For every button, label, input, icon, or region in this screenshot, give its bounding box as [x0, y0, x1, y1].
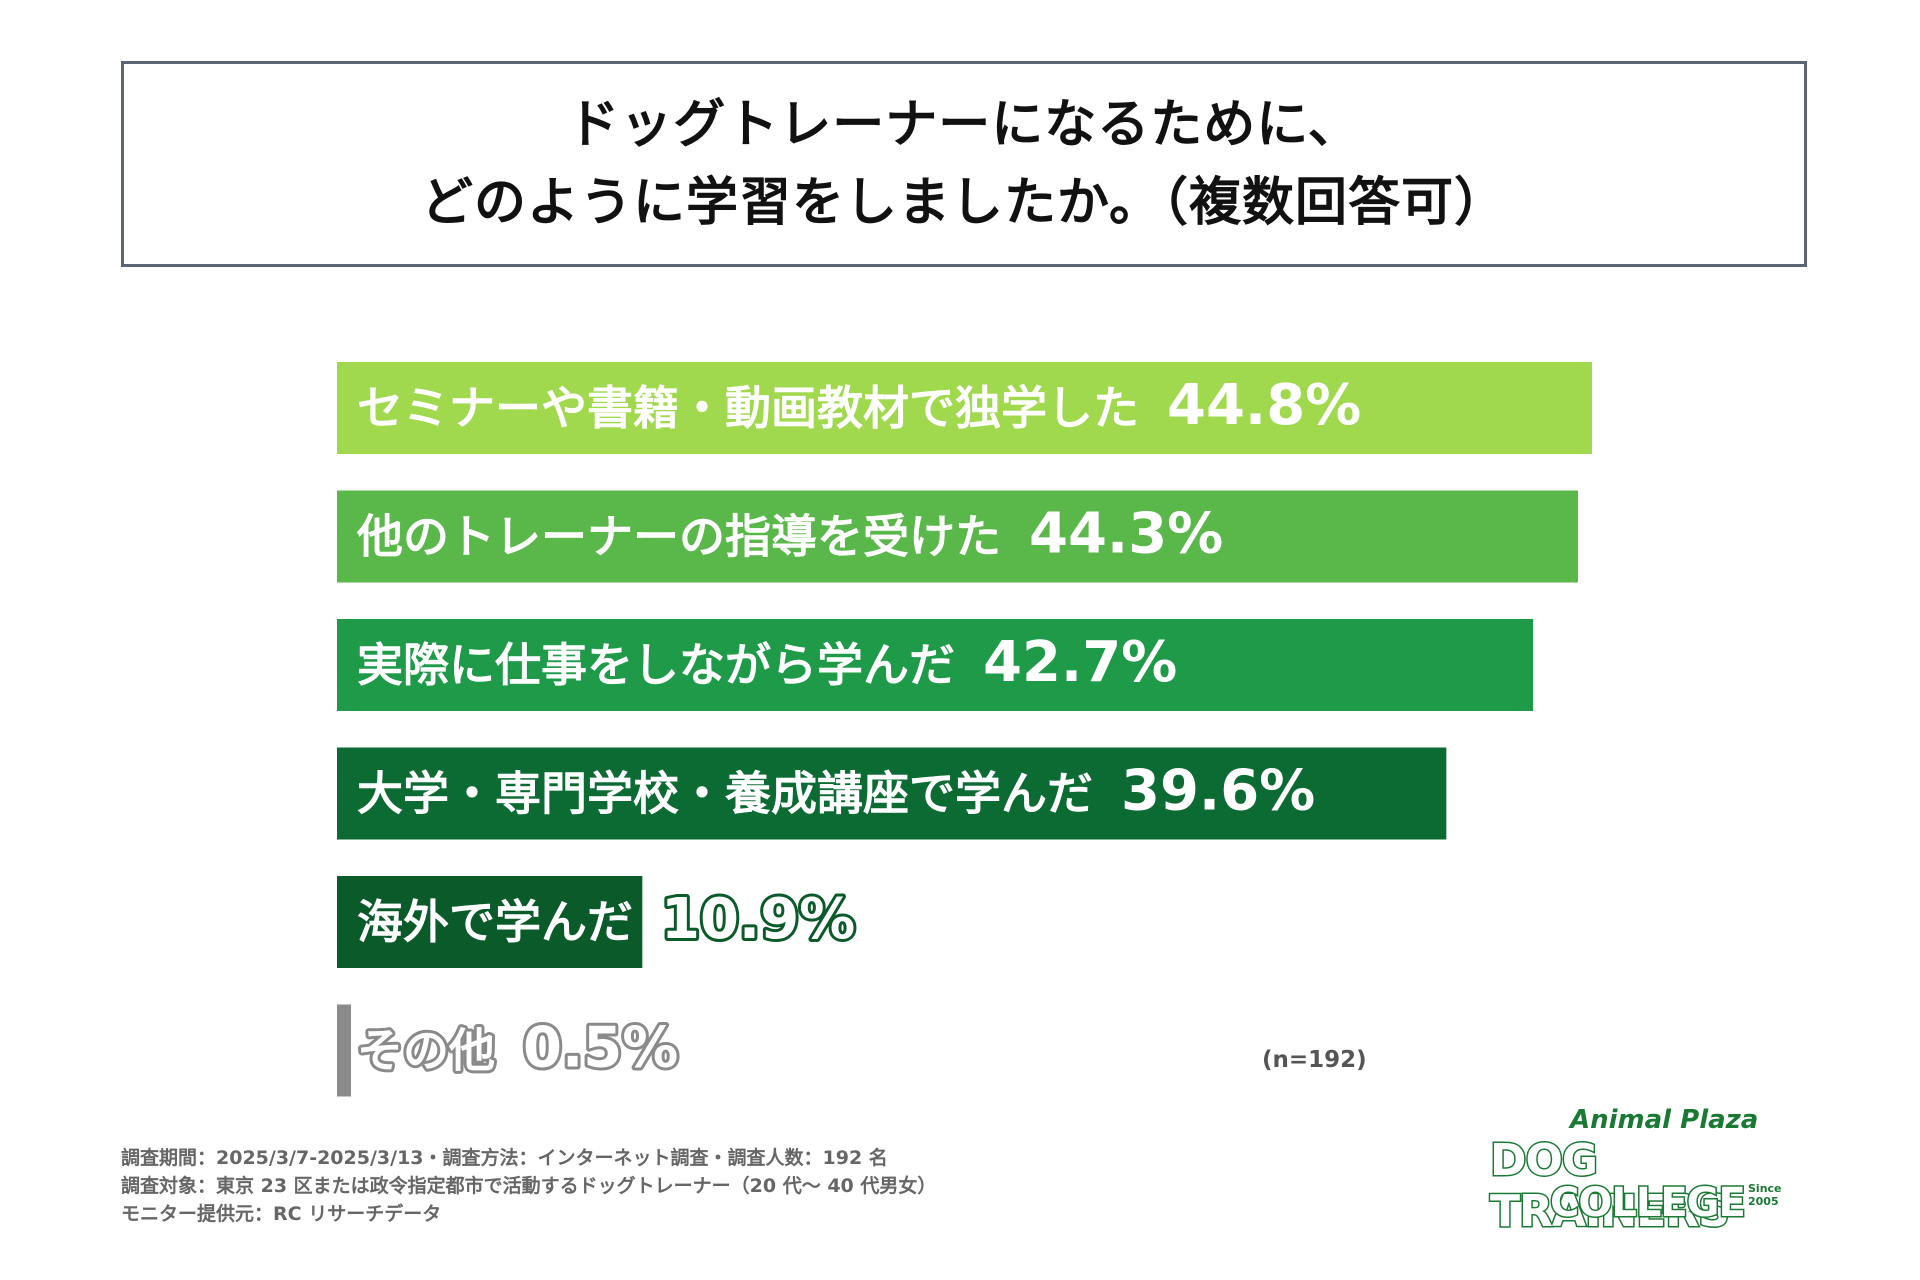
logo-line1: Animal Plaza: [1570, 1105, 1759, 1135]
footnote-period: 調査期間：2025/3/7-2025/3/13・調査方法：インターネット調査・調…: [121, 1147, 888, 1169]
chart-title-line1: ドッグトレーナーになるために、: [567, 95, 1361, 155]
bar-label-3: 大学・専門学校・養成講座で学んだ 39.6%: [357, 759, 1315, 824]
footnote-target: 調査対象：東京 23 区または政令指定都市で活動するドッグトレーナー（20 代〜…: [121, 1175, 937, 1197]
bar-label-2: 実際に仕事をしながら学んだ 42.7%: [357, 630, 1177, 695]
bar-label-4: 海外で学んだ 10.9%: [357, 887, 855, 952]
value-label-4: 10.9%: [633, 887, 855, 952]
dog-trainers-college-logo: Animal Plaza DOG TRAINERS COLLEGE Since …: [1489, 1105, 1810, 1239]
bar-2: [337, 619, 1534, 711]
bar-0: [337, 362, 1592, 454]
footnote-source: モニター提供元：RC リサーチデータ: [121, 1203, 442, 1225]
value-label-0: 44.8%: [1139, 373, 1361, 438]
bar-label-1: 他のトレーナーの指導を受けた 44.3%: [356, 502, 1223, 567]
value-label-2: 42.7%: [955, 630, 1177, 695]
bar-5: [337, 1004, 352, 1097]
bar-3: [337, 747, 1447, 840]
bar-label-5: その他 0.5%: [357, 1016, 678, 1081]
value-label-3: 39.6%: [1093, 759, 1315, 824]
bar-4: [337, 876, 643, 968]
bar-label-0: セミナーや書籍・動画教材で独学した 44.8%: [357, 373, 1361, 438]
sample-size-note: (n=192): [1262, 1047, 1367, 1073]
category-label-1: 他のトレーナーの指導を受けた: [356, 510, 1001, 564]
category-label-4: 海外で学んだ: [357, 895, 633, 949]
chart-title-line2: どのように学習をしましたか。（複数回答可）: [421, 173, 1507, 233]
category-label-2: 実際に仕事をしながら学んだ: [357, 638, 955, 692]
logo-line3: COLLEGE: [1549, 1179, 1748, 1228]
category-label-3: 大学・専門学校・養成講座で学んだ: [357, 767, 1093, 821]
logo-since: Since 2005: [1748, 1182, 1782, 1208]
survey-footnotes: 調査期間：2025/3/7-2025/3/13・調査方法：インターネット調査・調…: [121, 1144, 936, 1228]
logo-line2: DOG TRAINERS: [1489, 1134, 1732, 1239]
category-label-0: セミナーや書籍・動画教材で独学した: [357, 381, 1139, 435]
bar-1: [337, 490, 1578, 583]
category-label-5: その他: [357, 1024, 495, 1078]
title-box: ドッグトレーナーになるために、 どのように学習をしましたか。（複数回答可）: [121, 61, 1807, 267]
value-label-1: 44.3%: [1001, 502, 1223, 567]
value-label-5: 0.5%: [495, 1016, 678, 1081]
